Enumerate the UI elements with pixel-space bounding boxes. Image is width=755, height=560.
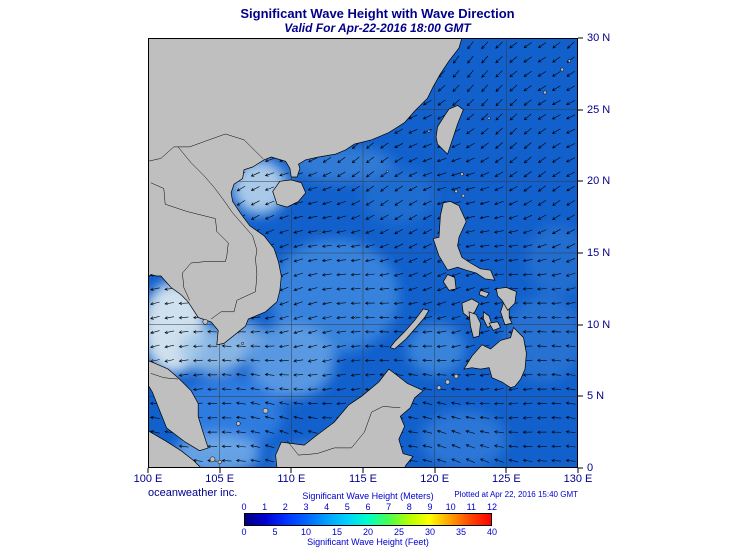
small-islands bbox=[202, 59, 571, 465]
land-palawan bbox=[389, 308, 430, 350]
colorbar-gradient bbox=[244, 513, 492, 526]
y-axis-label: 30 N bbox=[587, 32, 611, 44]
colorbar-feet-ticks: 0 5 10 15 20 25 30 35 40 bbox=[241, 527, 497, 537]
colorbar-meters-tick: 12 bbox=[486, 502, 498, 512]
colorbar-feet-tick: 0 bbox=[241, 527, 247, 537]
x-axis-label: 115 E bbox=[349, 473, 377, 485]
y-axis-label: 25 N bbox=[587, 103, 611, 116]
x-axis-label: 120 E bbox=[420, 473, 450, 485]
y-axis-label: 15 N bbox=[587, 247, 611, 259]
colorbar-meters-tick: 2 bbox=[282, 502, 288, 512]
x-axis-tick bbox=[577, 468, 579, 473]
x-axis-label: 110 E bbox=[277, 473, 306, 485]
land-china-indochina bbox=[148, 38, 463, 346]
colorbar-feet-tick: 15 bbox=[331, 527, 343, 537]
x-axis-label: 105 E bbox=[205, 473, 235, 485]
land-taiwan bbox=[435, 104, 464, 155]
colorbar-meters-tick: 11 bbox=[466, 502, 476, 512]
colorbar-title-meters: Significant Wave Height (Meters) bbox=[302, 491, 434, 501]
y-axis-label: 5 N bbox=[587, 390, 605, 403]
map-plot-area bbox=[148, 38, 578, 468]
colorbar-meters-tick: 1 bbox=[262, 502, 268, 512]
x-axis-label: 125 E bbox=[491, 473, 521, 485]
y-axis-tick bbox=[578, 395, 583, 397]
x-axis-tick bbox=[434, 468, 436, 473]
map-canvas bbox=[148, 38, 578, 468]
colorbar-feet-tick: 20 bbox=[362, 527, 374, 537]
land-masbate bbox=[478, 289, 490, 298]
colorbar-meters-ticks: 0 1 2 3 4 5 6 7 8 9 10 11 12 bbox=[241, 502, 497, 512]
colorbar-meters-tick: 10 bbox=[445, 502, 456, 512]
colorbar-feet-tick: 40 bbox=[486, 527, 498, 537]
land-bohol bbox=[488, 321, 502, 331]
x-axis-tick bbox=[219, 468, 221, 473]
branding-text: oceanweather inc. bbox=[148, 487, 238, 499]
y-axis-label: 10 N bbox=[587, 318, 611, 331]
y-axis-tick bbox=[578, 109, 583, 111]
map-frame bbox=[148, 38, 578, 468]
land-negros bbox=[468, 311, 481, 339]
plotted-timestamp: Plotted at Apr 22, 2016 15:40 GMT bbox=[454, 490, 578, 499]
land-panay bbox=[461, 298, 480, 318]
colorbar-meters-tick: 4 bbox=[324, 502, 330, 512]
colorbar-title-feet: Significant Wave Height (Feet) bbox=[307, 537, 429, 547]
x-axis-tick bbox=[362, 468, 364, 473]
colorbar-feet-tick: 10 bbox=[300, 527, 312, 537]
y-axis-tick bbox=[578, 252, 583, 254]
country-borders bbox=[148, 133, 401, 456]
valid-time-subtitle: Valid For Apr-22-2016 18:00 GMT bbox=[284, 21, 471, 35]
land-borneo bbox=[275, 368, 424, 468]
x-axis-tick bbox=[290, 468, 292, 473]
x-axis-label: 130 E bbox=[563, 473, 593, 485]
land-sumatra bbox=[148, 430, 202, 468]
colorbar-meters-tick: 3 bbox=[303, 502, 309, 512]
landmasses bbox=[148, 38, 571, 468]
x-axis-label: 100 E bbox=[133, 473, 163, 485]
x-axis-tick bbox=[147, 468, 149, 473]
land-mindanao bbox=[463, 326, 527, 389]
page-title: Significant Wave Height with Wave Direct… bbox=[240, 6, 515, 21]
y-axis-tick bbox=[578, 324, 583, 326]
land-malay-peninsula bbox=[148, 360, 209, 452]
land-luzon bbox=[432, 201, 496, 281]
colorbar-meters-tick: 9 bbox=[427, 502, 433, 512]
colorbar-feet-tick: 30 bbox=[424, 527, 436, 537]
colorbar-meters-tick: 7 bbox=[386, 502, 392, 512]
land-samar bbox=[495, 287, 517, 311]
colorbar-feet-tick: 25 bbox=[393, 527, 405, 537]
land-mindoro bbox=[442, 274, 457, 291]
colorbar-meters-tick: 8 bbox=[406, 502, 412, 512]
y-axis-tick bbox=[578, 467, 583, 469]
y-axis-tick bbox=[578, 180, 583, 182]
colorbar-meters-tick: 6 bbox=[365, 502, 371, 512]
y-axis-label: 20 N bbox=[587, 175, 611, 188]
land-hainan bbox=[272, 179, 307, 208]
x-axis-tick bbox=[505, 468, 507, 473]
y-axis-tick bbox=[578, 37, 583, 39]
colorbar-meters-tick: 0 bbox=[241, 502, 247, 512]
colorbar-feet-tick: 5 bbox=[272, 527, 278, 537]
colorbar-feet-tick: 35 bbox=[455, 527, 467, 537]
colorbar-meters-tick: 5 bbox=[344, 502, 350, 512]
y-axis-label: 0 bbox=[587, 462, 594, 474]
